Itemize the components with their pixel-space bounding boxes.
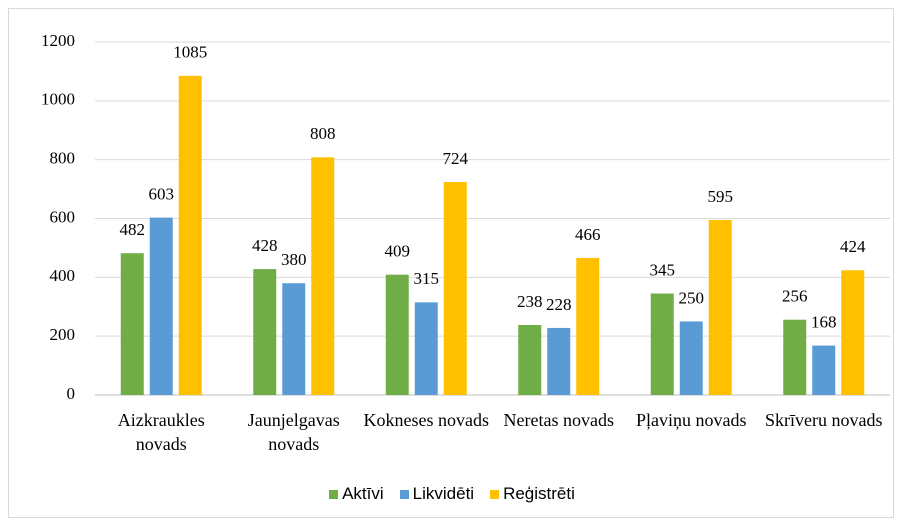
bar: [783, 319, 807, 395]
x-tick-label: Pļaviņu novads: [636, 410, 747, 430]
bar: [282, 283, 306, 395]
legend-item: Reģistrēti: [490, 484, 575, 504]
legend-item: Aktīvi: [329, 484, 384, 504]
bar: [518, 324, 542, 395]
data-label: 595: [708, 187, 734, 206]
legend-swatch: [329, 489, 339, 499]
data-label: 603: [149, 185, 175, 204]
legend-item: Likvidēti: [399, 484, 475, 504]
data-label: 345: [650, 260, 676, 279]
data-label: 428: [252, 236, 278, 255]
y-tick-label: 1000: [41, 90, 75, 109]
bar: [841, 270, 865, 395]
bar: [253, 269, 277, 395]
y-tick-label: 400: [50, 266, 76, 285]
data-label: 466: [575, 225, 601, 244]
bar: [311, 157, 335, 395]
legend: Aktīvi Likvidēti Reģistrēti: [0, 484, 904, 504]
legend-swatch: [490, 489, 500, 499]
data-label: 409: [385, 242, 411, 261]
data-label: 1085: [173, 43, 207, 62]
legend-label: Likvidēti: [412, 484, 475, 503]
y-tick-label: 200: [50, 325, 76, 344]
y-tick-label: 1200: [41, 31, 75, 50]
bar: [708, 219, 732, 395]
data-label: 168: [811, 312, 837, 331]
bar: [120, 253, 144, 395]
data-label: 380: [281, 250, 307, 269]
data-label: 315: [414, 269, 440, 288]
bar: [414, 302, 438, 395]
data-label: 482: [120, 220, 146, 239]
y-tick-label: 0: [67, 384, 76, 403]
bar: [385, 274, 409, 395]
legend-label: Aktīvi: [342, 484, 384, 503]
x-tick-label: Kokneses novads: [363, 410, 489, 430]
x-tick-label: Skrīveru novads: [765, 410, 883, 430]
y-tick-label: 600: [50, 207, 76, 226]
bar: [650, 293, 674, 395]
bar: [547, 327, 571, 395]
bar: [443, 182, 467, 395]
data-label: 424: [840, 237, 866, 256]
bar: [576, 257, 600, 395]
bar: [149, 217, 173, 395]
x-tick-label: Jaunjelgavas novads: [247, 410, 340, 454]
legend-swatch: [399, 489, 409, 499]
bar: [812, 345, 836, 395]
x-tick-label: Neretas novads: [503, 410, 614, 430]
data-label: 724: [443, 149, 469, 168]
data-label: 808: [310, 124, 336, 143]
bar: [679, 321, 703, 395]
data-label: 250: [679, 288, 705, 307]
bar: [178, 75, 202, 396]
data-label: 238: [517, 292, 543, 311]
y-tick-label: 800: [50, 149, 76, 168]
x-tick-label: Aizkraukles novads: [117, 410, 205, 454]
data-label: 228: [546, 295, 572, 314]
chart-frame: [8, 8, 894, 518]
legend-label: Reģistrēti: [503, 484, 575, 503]
data-label: 256: [782, 287, 808, 306]
